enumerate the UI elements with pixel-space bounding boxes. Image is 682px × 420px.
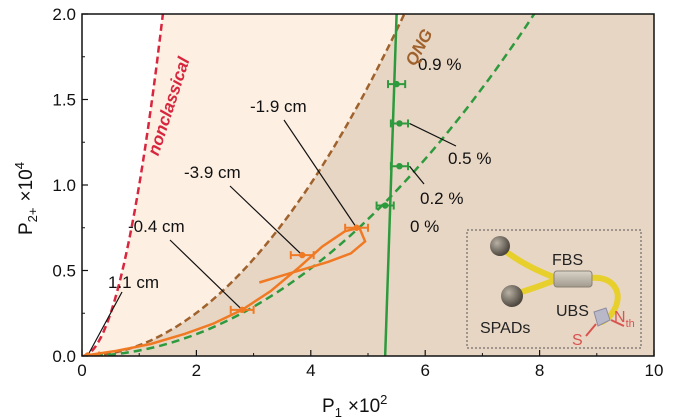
y-tick-label: 0.0 [52,347,76,366]
nonclassical-boundary-line [82,14,165,356]
s-input-arrow [585,323,597,337]
y-axis-ticks: 0.0 0.5 1.0 1.5 2.0 [52,5,88,366]
point-marker [299,251,306,259]
annotation-leader [87,291,123,356]
qng-boundary-line [82,14,406,356]
green-point-label: 0.9 % [418,55,461,74]
annotation-leader [408,165,425,185]
annotation-leader [409,122,457,147]
spad-detector-bottom [501,285,523,307]
n-label: Nth [614,309,635,330]
orange-point-label: -1.9 cm [250,97,307,116]
setup-inset: FBS UBS SPADs S Nth [466,229,642,349]
point-annotations: 1.1 cm -0.4 cm -3.9 cm -1.9 cm 0 % 0.2 % 0.5 %… [108,55,491,292]
annotation-leader [169,239,243,311]
data-point [387,80,407,89]
inset-frame [466,229,642,349]
green-data-points [375,80,410,210]
orange-data-curve [82,226,367,356]
y-tick-label: 1.5 [52,91,76,110]
fbs-label: FBS [552,252,583,269]
point-marker [396,162,403,170]
x-tick-label: 4 [306,361,315,380]
orange-point-label: -0.4 cm [128,217,185,236]
data-point [344,223,369,232]
plot-area [82,14,654,356]
spads-label: SPADs [480,320,530,337]
x-axis-ticks: 0 2 4 6 8 10 [77,350,663,380]
point-marker [84,352,91,356]
y-tick-label: 0.5 [52,262,76,281]
orange-point-label: -3.9 cm [184,163,241,182]
green-dashed-line [82,14,536,356]
s-label: S [572,332,583,349]
annotation-leaders [87,119,457,356]
fiber-top-left [501,247,559,281]
n-input-arrow [610,319,625,327]
x-tick-label: 2 [192,361,201,380]
x-tick-label: 8 [535,361,544,380]
classical-region [82,14,654,356]
data-point [229,305,255,314]
green-point-label: 0.5 % [448,149,491,168]
spad-detector-top [490,236,510,256]
data-point [389,119,410,128]
x-tick-label: 0 [77,361,86,380]
x-tick-label: 10 [645,361,664,380]
x-tick-label: 6 [420,361,429,380]
y-tick-label: 1.0 [52,176,76,195]
green-point-label: 0.2 % [420,189,463,208]
point-marker [353,224,360,231]
data-point [389,162,410,171]
ubs-label: UBS [556,303,589,320]
data-point [375,201,395,210]
green-point-label: 0 % [410,217,439,236]
y-tick-label: 2.0 [52,5,76,24]
annotation-leader [229,185,303,256]
y-axis-label: P2+×104 [12,162,40,235]
x-axis-label: P1 ×102 [322,392,387,420]
green-solid-line [383,14,398,356]
point-marker [396,120,403,127]
data-point [289,251,315,260]
orange-point-label: 1.1 cm [108,273,159,292]
point-marker [381,202,389,209]
ubs-component [593,307,611,327]
annotation-leader [283,119,358,229]
point-marker [393,80,400,88]
point-marker [238,306,246,314]
fbs-component [553,270,593,288]
